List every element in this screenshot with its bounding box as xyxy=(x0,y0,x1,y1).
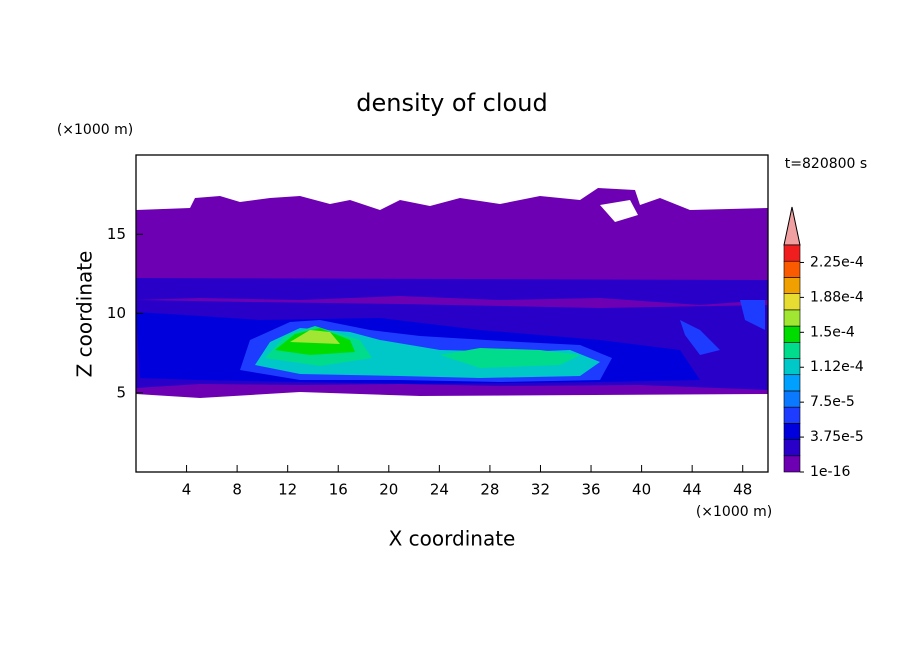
y-tick-label: 10 xyxy=(107,304,126,322)
colorbar-segment xyxy=(783,293,801,311)
colorbar-segment xyxy=(783,358,801,376)
x-axis-title: X coordinate xyxy=(389,527,516,551)
colorbar-segment xyxy=(783,260,801,278)
y-unit: (×1000 m) xyxy=(57,122,133,138)
x-tick-label: 44 xyxy=(683,481,702,499)
colorbar-segment xyxy=(783,341,801,359)
x-unit: (×1000 m) xyxy=(696,504,772,520)
colorbar-over-arrow xyxy=(783,206,801,246)
colorbar-segment xyxy=(783,374,801,392)
colorbar-segment xyxy=(783,309,801,327)
colorbar-tick-label: 7.5e-5 xyxy=(810,394,855,410)
x-tick-label: 20 xyxy=(379,481,398,499)
colorbar-segment xyxy=(783,423,801,440)
colorbar-segment xyxy=(783,244,801,262)
x-tick-label: 36 xyxy=(581,481,600,499)
x-tick-label: 28 xyxy=(480,481,499,499)
colorbar-segment xyxy=(783,390,801,408)
chart-title: density of cloud xyxy=(356,89,547,117)
colorbar-tick-label: 3.75e-5 xyxy=(810,429,864,445)
colorbar-segment xyxy=(783,439,801,457)
colorbar-segment xyxy=(783,455,801,473)
colorbar-tick-label: 1.88e-4 xyxy=(810,289,864,305)
colorbar-tick-label: 2.25e-4 xyxy=(810,254,864,270)
y-tick-label: 5 xyxy=(116,383,126,401)
colorbar-tick-label: 1.12e-4 xyxy=(810,359,864,375)
x-tick-label: 12 xyxy=(278,481,297,499)
x-tick-label: 8 xyxy=(232,481,242,499)
colorbar-segment xyxy=(783,325,801,343)
contour-field xyxy=(136,188,768,398)
time-annotation: t=820800 s xyxy=(785,156,867,172)
colorbar-segment xyxy=(783,277,801,294)
x-tick-label: 4 xyxy=(182,481,192,499)
colorbar-tick-label: 1.5e-4 xyxy=(810,324,855,340)
y-tick-label: 15 xyxy=(107,225,126,243)
colorbar-segment xyxy=(783,406,801,424)
y-axis-title: Z coordinate xyxy=(73,251,97,378)
x-tick-label: 48 xyxy=(733,481,752,499)
x-tick-label: 32 xyxy=(531,481,550,499)
colorbar-tick-label: 1e-16 xyxy=(810,464,850,480)
x-tick-label: 40 xyxy=(632,481,651,499)
x-tick-label: 24 xyxy=(430,481,449,499)
x-tick-label: 16 xyxy=(329,481,348,499)
